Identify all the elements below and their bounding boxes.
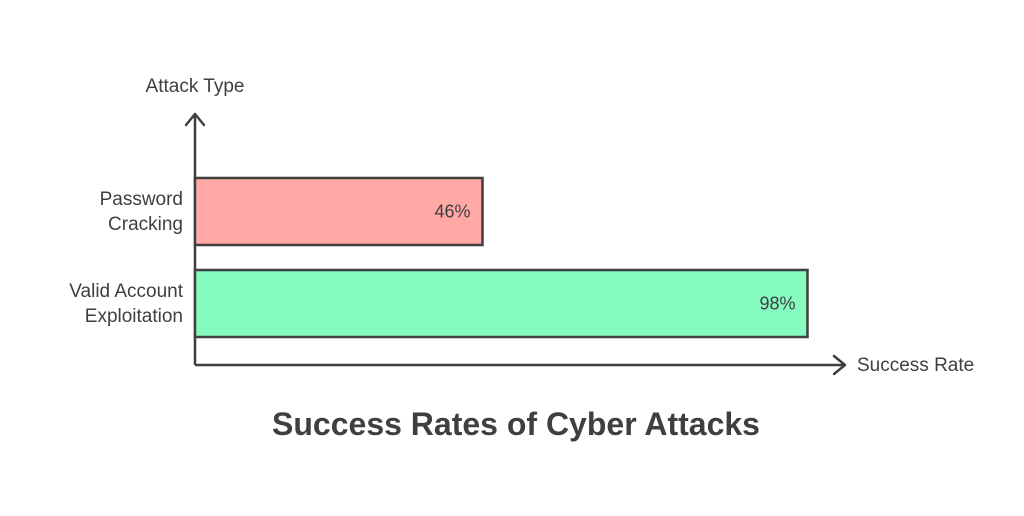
bar-0 xyxy=(193,176,484,247)
x-axis-arrow-icon xyxy=(832,354,847,376)
chart-title: Success Rates of Cyber Attacks xyxy=(272,406,760,442)
category-label-1: Valid Account Exploitation xyxy=(69,281,183,327)
bar-value-label-0: 46% xyxy=(434,202,470,222)
bars-group: 46% Password Cracking 98% Valid Account Explo… xyxy=(69,176,809,339)
bar-value-label-1: 98% xyxy=(759,294,795,314)
category-label-0: Password Cracking xyxy=(100,189,183,235)
y-axis-label: Attack Type xyxy=(146,76,245,97)
x-axis-label: Success Rate xyxy=(857,355,974,376)
bar-1 xyxy=(193,268,809,339)
y-axis-arrow-icon xyxy=(184,112,206,127)
